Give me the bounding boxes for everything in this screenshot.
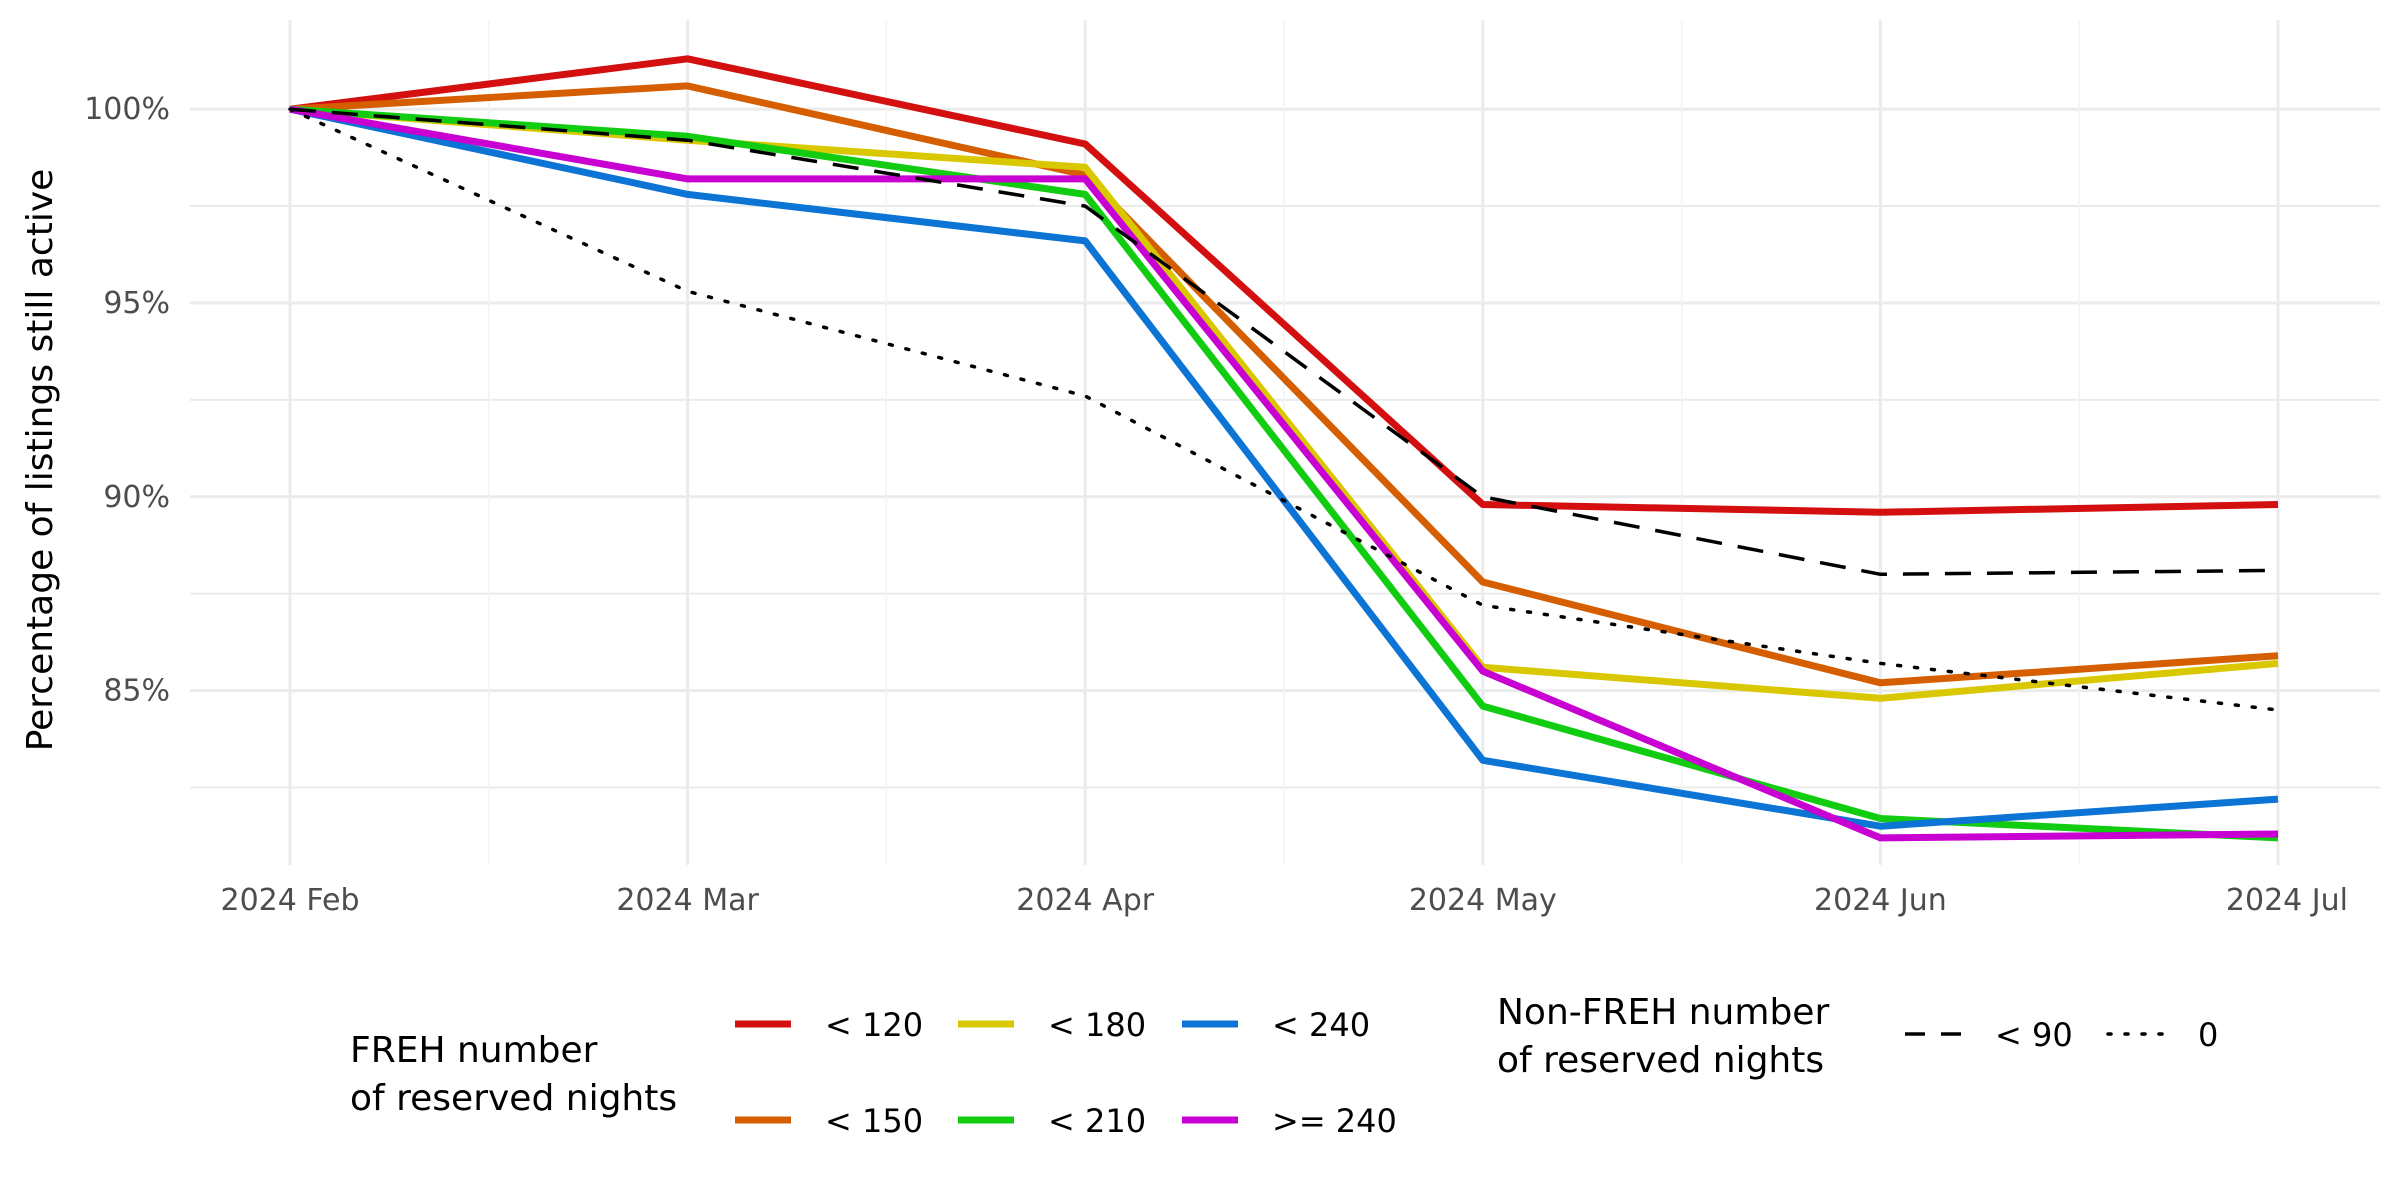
x-tick-label: 2024 Jun: [1814, 883, 1947, 918]
series-lines: [288, 55, 2280, 842]
y-tick-label: 95%: [103, 286, 170, 321]
legend-label: < 180: [1048, 1006, 1146, 1044]
legend-label: < 90: [1995, 1016, 2073, 1054]
grid: [190, 20, 2380, 865]
y-tick-label: 90%: [103, 480, 170, 515]
y-axis-title: Percentage of listings still active: [20, 169, 61, 752]
y-tick-label: 85%: [103, 674, 170, 709]
series-line: [288, 107, 2280, 712]
y-tick-label: 100%: [84, 92, 170, 127]
series-line: [289, 107, 2279, 577]
legend-label: 0: [2198, 1016, 2218, 1054]
legend-title: FREH number of reserved nights: [350, 1030, 677, 1119]
legend-label: < 240: [1272, 1006, 1370, 1044]
legend-label: < 150: [825, 1102, 923, 1140]
x-tick-label: 2024 Feb: [221, 883, 360, 918]
x-tick-label: 2024 May: [1409, 883, 1557, 918]
y-axis: 85% 90% 95% 100%: [84, 92, 170, 708]
x-tick-label: 2024 Mar: [616, 883, 759, 918]
x-axis: 2024 Feb 2024 Mar 2024 Apr 2024 May 2024 Jun…: [221, 883, 2349, 918]
legend-label: < 210: [1048, 1102, 1146, 1140]
x-tick-label: 2024 Apr: [1016, 883, 1154, 918]
legend-label: < 120: [825, 1006, 923, 1044]
series-line: [289, 82, 2279, 687]
legend-title: Non-FREH number of reserved nights: [1497, 992, 1829, 1081]
x-tick-label: 2024 Jul: [2226, 883, 2348, 918]
series-line: [289, 55, 2279, 516]
series-line: [289, 105, 2279, 842]
legend-label: >= 240: [1272, 1102, 1397, 1140]
legend: FREH number of reserved nights < 120 < 150 <…: [350, 992, 2218, 1140]
